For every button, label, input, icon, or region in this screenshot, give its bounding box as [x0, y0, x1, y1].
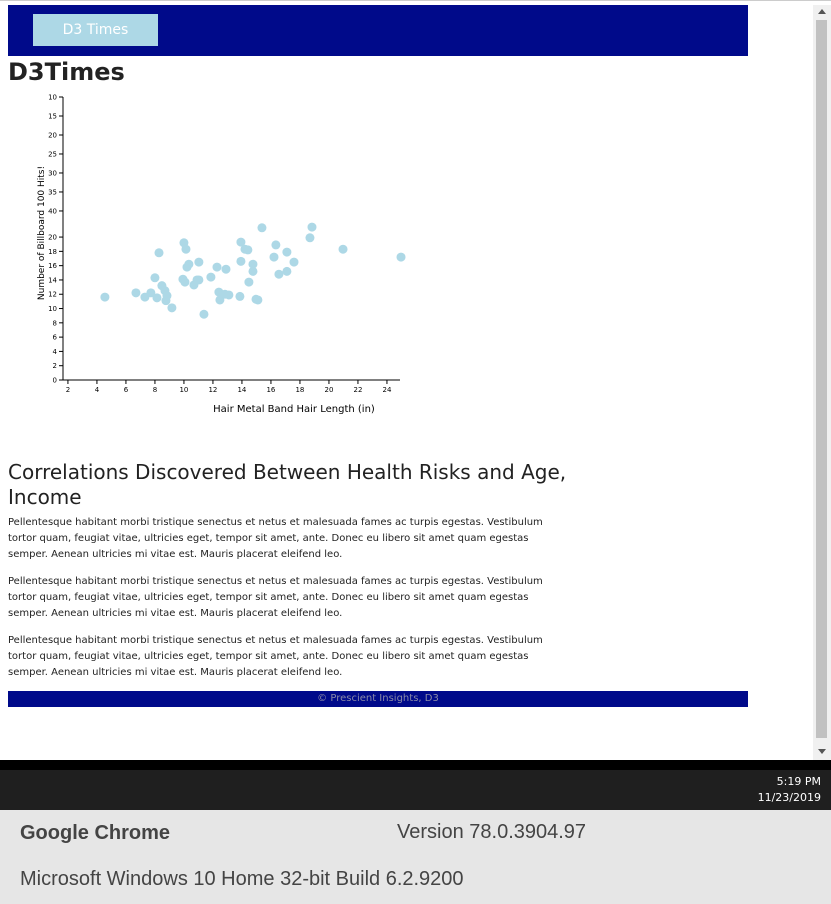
x-axis-label: Hair Metal Band Hair Length (in): [213, 404, 375, 415]
point: [244, 277, 254, 287]
x-tick-label: 10: [179, 386, 188, 394]
date: 11/23/2019: [757, 791, 821, 804]
point: [243, 245, 253, 255]
point: [269, 252, 279, 262]
clock[interactable]: 5:19 PM 11/23/2019: [758, 774, 821, 806]
x-tick-label: 18: [295, 386, 304, 394]
point: [212, 262, 222, 272]
chart: Hair Metal Band Hair Length (in) Number …: [37, 94, 406, 415]
y2-tick-label: 40: [48, 207, 57, 215]
window-edge: [0, 0, 831, 6]
article-title: Correlations Discovered Between Health R…: [8, 460, 567, 509]
point: [154, 248, 164, 258]
y2-tick-label: 20: [48, 131, 57, 139]
point: [289, 257, 299, 267]
point: [194, 275, 204, 285]
point: [248, 266, 258, 276]
y-tick-label: 4: [53, 348, 58, 356]
browser-name: Google Chrome: [20, 822, 171, 844]
x-tick-label: 22: [353, 386, 362, 394]
page-title: D3Times: [8, 58, 125, 86]
scroll-thumb[interactable]: [816, 20, 827, 738]
point: [271, 240, 281, 250]
point: [236, 237, 246, 247]
scrollbar[interactable]: [813, 5, 831, 760]
paragraph: Pellentesque habitant morbi tristique se…: [8, 517, 543, 560]
taskbar: 5:19 PM 11/23/2019: [0, 770, 831, 810]
point: [100, 292, 110, 302]
x-tick-label: 6: [124, 386, 129, 394]
point: [146, 288, 156, 298]
point: [282, 266, 292, 276]
point: [221, 264, 231, 274]
point: [150, 273, 160, 283]
point: [180, 277, 190, 287]
point: [236, 256, 246, 266]
y2-tick-label: 15: [48, 112, 57, 120]
point: [253, 295, 263, 305]
nav-button[interactable]: D3 Times: [33, 14, 158, 46]
x-tick-label: 24: [382, 386, 391, 394]
y-tick-label: 2: [53, 362, 57, 370]
footer: © Prescient Insights, D3: [8, 691, 748, 707]
point: [199, 309, 209, 319]
y-tick-label: 18: [48, 248, 57, 256]
x-tick-label: 16: [266, 386, 275, 394]
browser-version: Version 78.0.3904.97: [397, 821, 587, 843]
point: [307, 222, 317, 232]
info-panel: Google Chrome Version 78.0.3904.97 Micro…: [0, 810, 831, 904]
time: 5:19 PM: [776, 775, 821, 788]
x-tick-label: 12: [208, 386, 217, 394]
paragraph: Pellentesque habitant morbi tristique se…: [8, 635, 543, 678]
y-tick-label: 20: [48, 234, 57, 242]
window-border: [0, 760, 831, 770]
x-tick-label: 4: [95, 386, 100, 394]
paragraph: Pellentesque habitant morbi tristique se…: [8, 576, 543, 619]
point: [224, 290, 234, 300]
y-tick-label: 16: [48, 262, 57, 270]
point: [396, 252, 406, 262]
x-tick-label: 20: [324, 386, 333, 394]
point: [257, 223, 267, 233]
point: [194, 257, 204, 267]
y-tick-label: 10: [48, 305, 57, 313]
y2-tick-label: 30: [48, 169, 57, 177]
point: [152, 293, 162, 303]
point: [184, 259, 194, 269]
y-tick-label: 6: [53, 334, 58, 342]
point: [206, 272, 216, 282]
x-tick-label: 8: [153, 386, 157, 394]
point: [274, 269, 284, 279]
point: [162, 291, 172, 301]
y2-tick-label: 10: [48, 94, 57, 102]
point: [131, 288, 141, 298]
point: [248, 259, 258, 269]
x-tick-label: 2: [66, 386, 70, 394]
y2-tick-label: 35: [48, 188, 57, 196]
y-axis-label: Number of Billboard 100 Hits!: [37, 166, 47, 300]
point: [282, 247, 292, 257]
y-tick-label: 14: [48, 276, 57, 284]
y-tick-label: 8: [53, 319, 57, 327]
point: [305, 233, 315, 243]
y-tick-label: 12: [48, 291, 57, 299]
y2-tick-label: 25: [48, 150, 57, 158]
scroll-down[interactable]: [818, 749, 826, 754]
point: [235, 291, 245, 301]
point: [181, 244, 191, 254]
y-tick-label: 0: [53, 377, 57, 385]
os-info: Microsoft Windows 10 Home 32-bit Build 6…: [20, 868, 464, 890]
x-tick-label: 14: [237, 386, 246, 394]
point: [338, 244, 348, 254]
scroll-up[interactable]: [818, 9, 826, 14]
point: [167, 303, 177, 313]
